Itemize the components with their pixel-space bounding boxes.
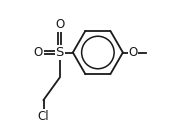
- Text: S: S: [56, 46, 64, 59]
- Text: O: O: [55, 18, 64, 32]
- Text: Cl: Cl: [38, 110, 49, 123]
- Text: O: O: [128, 46, 138, 59]
- Text: O: O: [34, 46, 43, 59]
